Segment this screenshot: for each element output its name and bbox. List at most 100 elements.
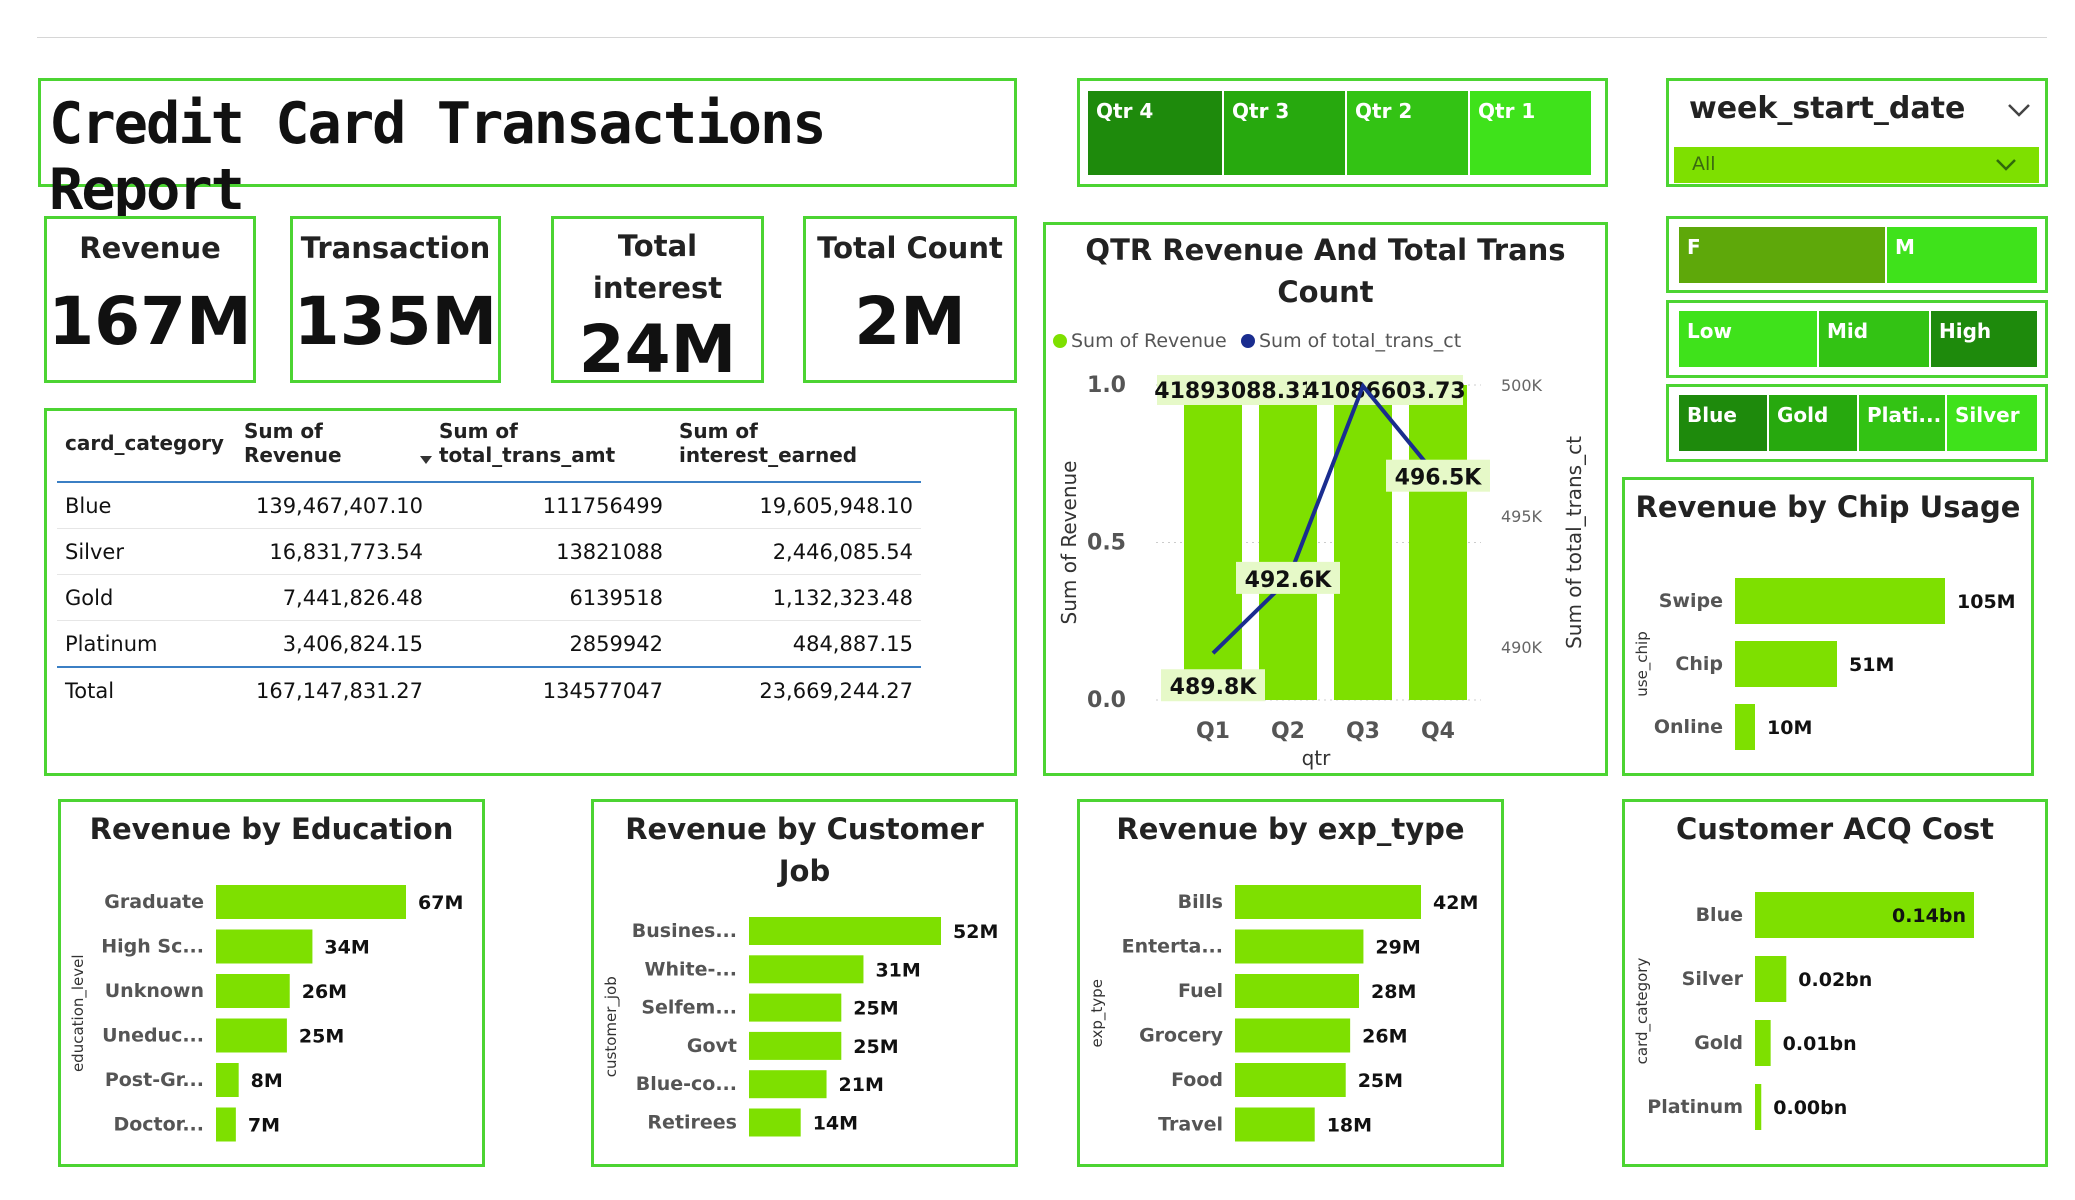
bar <box>216 1107 236 1142</box>
bar <box>749 1031 842 1060</box>
slicer-gender-m[interactable]: M <box>1887 227 2037 283</box>
category-label: Bills <box>1178 891 1223 913</box>
data-label: 28M <box>1371 981 1416 1003</box>
category-label: Uneduc... <box>102 1025 204 1047</box>
chart-title: Revenue by Education <box>89 812 454 846</box>
kpi-interest: Total interest 24M <box>551 216 764 388</box>
category-label: Enterta... <box>1122 936 1223 958</box>
bar <box>216 974 290 1008</box>
table-row[interactable]: Gold 7,441,826.48 6139518 1,132,323.48 <box>57 574 921 621</box>
slicer-qtr2[interactable]: Qtr 2 <box>1347 91 1468 175</box>
table-cell: 1,132,323.48 <box>670 574 921 621</box>
table-row[interactable]: Platinum 3,406,824.15 2859942 484,887.15 <box>57 620 921 668</box>
table-cell: 484,887.15 <box>670 620 921 668</box>
data-label: 489.8K <box>1170 675 1258 700</box>
chip-usage-chart: Revenue by Chip Usage use_chip Swipe 105M C… <box>1622 477 2034 776</box>
row-label: Blue <box>57 482 236 529</box>
column-header[interactable]: Sum of interest_earned <box>678 419 858 467</box>
category-label: Graduate <box>104 891 204 913</box>
category-label: Blue <box>1696 904 1743 926</box>
row-label: Gold <box>57 574 236 621</box>
slicer-card-platinum[interactable]: Plati... <box>1859 395 1945 451</box>
education-chart-svg: education_level Graduate 67M High Sc... 34M U… <box>69 885 463 1142</box>
sort-desc-icon[interactable] <box>419 455 433 465</box>
category-label: Food <box>1171 1069 1223 1091</box>
slicer-qtr3[interactable]: Qtr 3 <box>1224 91 1345 175</box>
slicer-card-gold[interactable]: Gold <box>1769 395 1857 451</box>
report-title-card: Credit Card Transactions Report <box>38 78 1017 223</box>
x-tick-label: Q1 <box>1196 719 1230 744</box>
chart-title: Revenue by exp_type <box>1116 812 1465 846</box>
table-total-row[interactable]: Total 167,147,831.27 134577047 23,669,244.2… <box>57 667 921 713</box>
bar <box>1235 885 1421 919</box>
chart-title: Revenue by Chip Usage <box>1635 490 2021 524</box>
bar <box>1259 385 1317 700</box>
table-cell: 167,147,831.27 <box>255 678 423 703</box>
slicer-income-low[interactable]: Low <box>1679 311 1817 367</box>
kpi-revenue: Revenue 167M <box>44 216 256 383</box>
x-tick-label: Q3 <box>1346 719 1380 744</box>
slicer-card-blue[interactable]: Blue <box>1679 395 1767 451</box>
table-cell: 134577047 <box>542 678 663 703</box>
card-slicer: Blue Gold Plati... Silver <box>1666 384 2048 462</box>
chevron-down-icon <box>1996 159 2016 171</box>
y2-axis-title: Sum of total_trans_ct <box>1562 436 1586 649</box>
week-slicer-label: week_start_date <box>1689 91 1966 126</box>
bar <box>1735 578 1945 624</box>
table-row[interactable]: Silver 16,831,773.54 13821088 2,446,085.54 <box>57 528 921 575</box>
data-label: 26M <box>1362 1026 1407 1048</box>
column-header[interactable]: card_category <box>65 431 224 455</box>
exp-type-chart: Revenue by exp_type exp_type Bills 42M Ente… <box>1077 799 1504 1167</box>
report-title: Credit Card Transactions Report <box>49 91 827 223</box>
bar <box>216 1018 287 1053</box>
chart-title: QTR Revenue And Total Trans Count <box>1085 233 1566 309</box>
slicer-qtr4[interactable]: Qtr 4 <box>1088 91 1222 175</box>
row-label: Total <box>65 678 115 703</box>
axis-title: card_category <box>1633 958 1652 1065</box>
table-cell: 16,831,773.54 <box>235 528 431 575</box>
week-dropdown[interactable]: All <box>1674 147 2039 183</box>
data-label: 14M <box>813 1113 858 1135</box>
customer-job-chart-svg: customer_job Busines... 52M White-... 31M Sel… <box>602 917 998 1137</box>
category-label: Govt <box>687 1035 737 1057</box>
category-label: Silver <box>1682 968 1744 990</box>
chevron-down-icon[interactable] <box>2006 101 2032 119</box>
slicer-income-mid[interactable]: Mid <box>1819 311 1929 367</box>
data-label: 0.01bn <box>1783 1033 1857 1055</box>
category-label: Post-Gr... <box>105 1069 204 1091</box>
bar <box>1735 641 1837 687</box>
slicer-card-silver[interactable]: Silver <box>1947 395 2037 451</box>
category-label: Fuel <box>1178 980 1223 1002</box>
column-header[interactable]: Sum of total_trans_amt <box>438 419 616 467</box>
acq-cost-chart-svg: card_category Blue 0.14bn Silver 0.02bn Gold 0… <box>1633 892 1974 1130</box>
week-dropdown-value: All <box>1692 153 1716 175</box>
x-axis-title: qtr <box>1302 746 1332 770</box>
column-header[interactable]: Sum of Revenue <box>243 419 342 467</box>
data-label: 34M <box>324 937 369 959</box>
kpi-count: Total Count 2M <box>803 216 1017 383</box>
data-label: 25M <box>299 1026 344 1048</box>
kpi-interest-value: 24M <box>578 311 737 388</box>
kpi-transaction-value: 135M <box>293 283 498 360</box>
bar <box>1235 974 1359 1008</box>
y-tick-label: 1.0 <box>1087 373 1126 398</box>
category-label: Grocery <box>1139 1025 1224 1047</box>
x-tick-label: Q4 <box>1421 719 1455 744</box>
slicer-qtr1[interactable]: Qtr 1 <box>1470 91 1591 175</box>
kpi-transaction-label: Transaction <box>300 231 491 265</box>
table-row[interactable]: Blue 139,467,407.10 111756499 19,605,948.10 <box>57 482 921 529</box>
bar <box>1235 1018 1351 1053</box>
legend-label: Sum of Revenue <box>1071 330 1227 352</box>
bar <box>749 955 864 984</box>
data-label: 8M <box>251 1070 283 1092</box>
data-label: 42M <box>1433 892 1478 914</box>
bar <box>1235 929 1364 964</box>
bar <box>749 993 842 1022</box>
bar <box>749 917 941 945</box>
data-label: 51M <box>1849 654 1894 676</box>
legend-label: Sum of total_trans_ct <box>1259 330 1461 352</box>
y2-tick-label: 490K <box>1501 638 1543 657</box>
slicer-income-high[interactable]: High <box>1931 311 2037 367</box>
slicer-gender-f[interactable]: F <box>1679 227 1885 283</box>
axis-title: education_level <box>69 954 88 1072</box>
